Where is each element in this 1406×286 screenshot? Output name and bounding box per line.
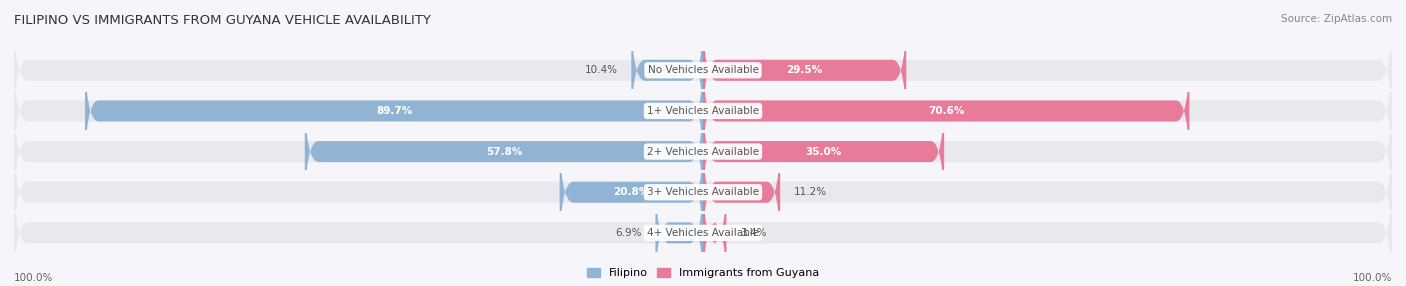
Text: 2+ Vehicles Available: 2+ Vehicles Available <box>647 147 759 156</box>
FancyBboxPatch shape <box>703 128 780 257</box>
FancyBboxPatch shape <box>703 46 1189 176</box>
FancyBboxPatch shape <box>655 168 703 286</box>
FancyBboxPatch shape <box>14 87 1392 216</box>
Text: 57.8%: 57.8% <box>485 147 522 156</box>
Text: Source: ZipAtlas.com: Source: ZipAtlas.com <box>1281 14 1392 24</box>
Text: 100.0%: 100.0% <box>1353 273 1392 283</box>
FancyBboxPatch shape <box>703 87 945 216</box>
Text: 4+ Vehicles Available: 4+ Vehicles Available <box>647 228 759 238</box>
Text: 70.6%: 70.6% <box>928 106 965 116</box>
Text: 3+ Vehicles Available: 3+ Vehicles Available <box>647 187 759 197</box>
Legend: Filipino, Immigrants from Guyana: Filipino, Immigrants from Guyana <box>585 266 821 281</box>
FancyBboxPatch shape <box>14 168 1392 286</box>
Text: 1+ Vehicles Available: 1+ Vehicles Available <box>647 106 759 116</box>
Text: 35.0%: 35.0% <box>806 147 842 156</box>
Text: 100.0%: 100.0% <box>14 273 53 283</box>
FancyBboxPatch shape <box>305 87 703 216</box>
Text: 3.4%: 3.4% <box>740 228 766 238</box>
Text: 20.8%: 20.8% <box>613 187 650 197</box>
FancyBboxPatch shape <box>703 168 727 286</box>
FancyBboxPatch shape <box>14 128 1392 257</box>
FancyBboxPatch shape <box>14 5 1392 135</box>
Text: 89.7%: 89.7% <box>375 106 412 116</box>
FancyBboxPatch shape <box>631 5 703 135</box>
FancyBboxPatch shape <box>14 46 1392 176</box>
Text: 11.2%: 11.2% <box>794 187 827 197</box>
Text: No Vehicles Available: No Vehicles Available <box>648 65 758 75</box>
Text: FILIPINO VS IMMIGRANTS FROM GUYANA VEHICLE AVAILABILITY: FILIPINO VS IMMIGRANTS FROM GUYANA VEHIC… <box>14 14 430 27</box>
FancyBboxPatch shape <box>84 46 703 176</box>
FancyBboxPatch shape <box>703 5 907 135</box>
Text: 29.5%: 29.5% <box>786 65 823 75</box>
Text: 10.4%: 10.4% <box>585 65 617 75</box>
Text: 6.9%: 6.9% <box>616 228 641 238</box>
FancyBboxPatch shape <box>560 128 703 257</box>
